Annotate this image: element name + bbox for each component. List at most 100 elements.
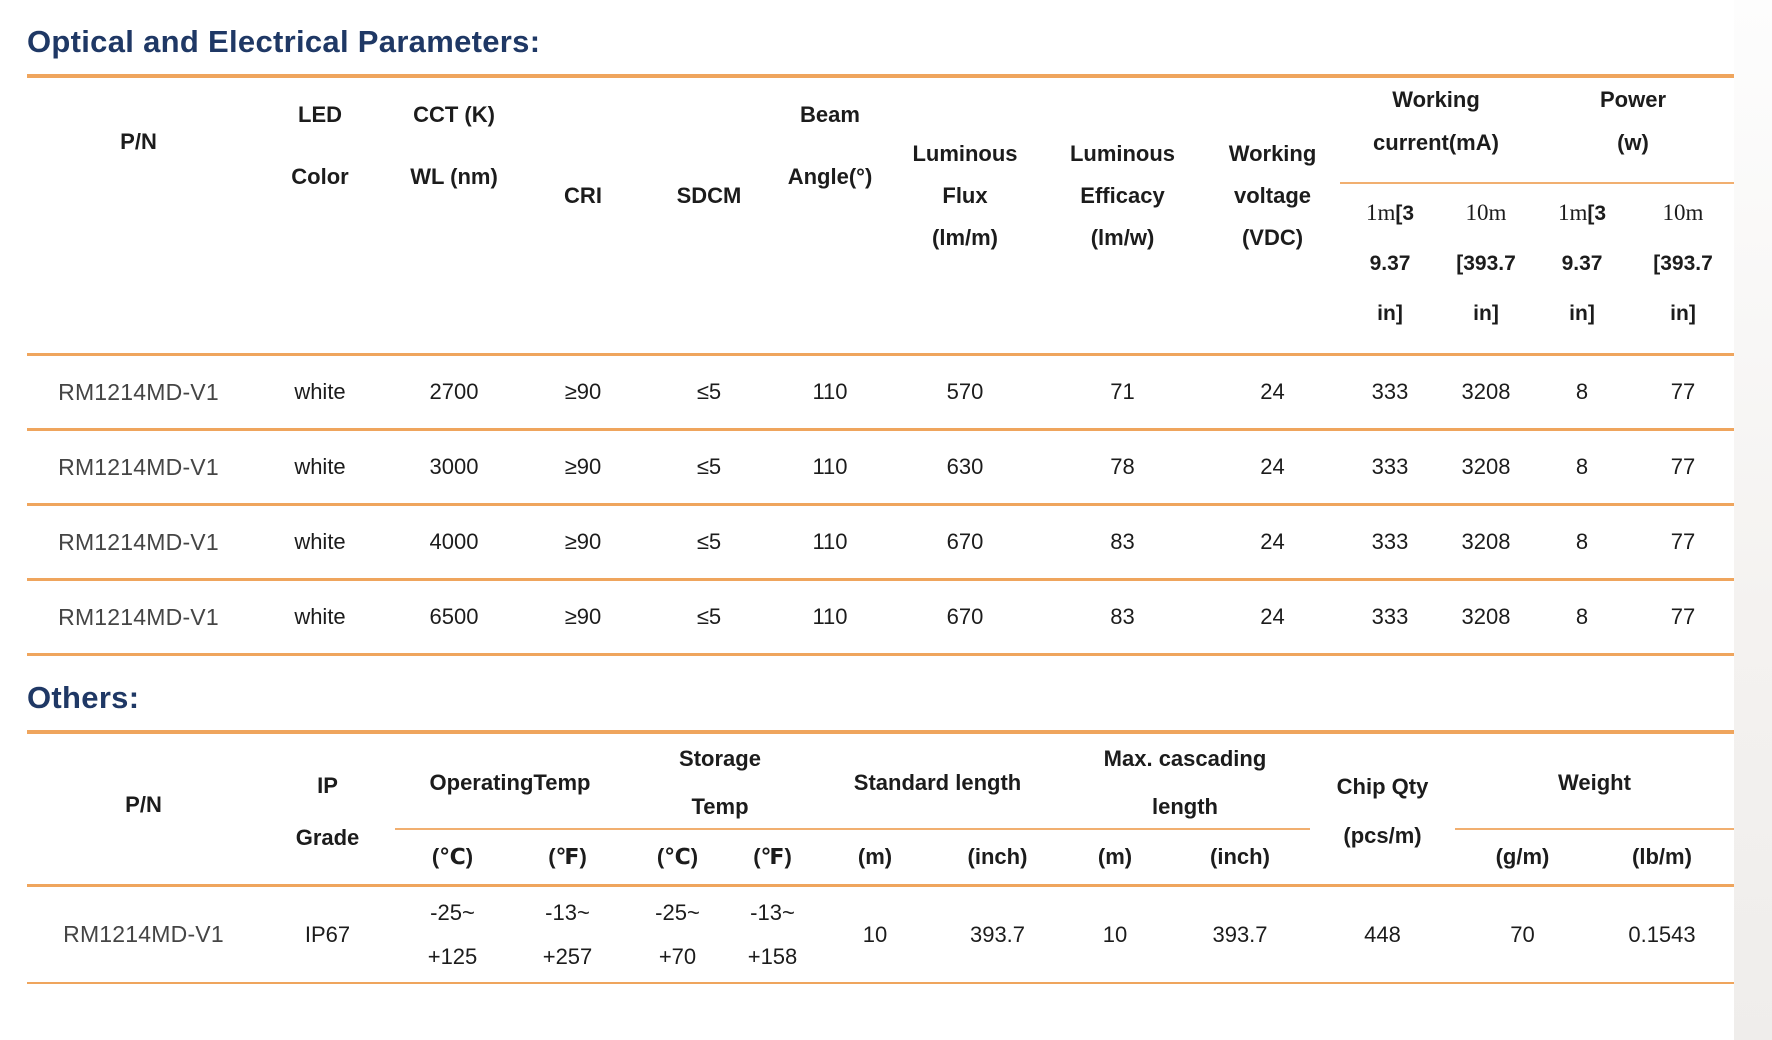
column-header-power-10m: 10m [393.7 in] [1653,200,1713,325]
subheader-standard-inch: (inch) [967,844,1028,869]
cell-current-1m: 333 [1371,604,1409,629]
cell-max-m: 10 [1102,921,1128,947]
cell-operating-fahrenheit: -13~ +257 [542,899,593,969]
subheader-operating-fahrenheit: (℉) [548,844,587,869]
cell-pn: RM1214MD-V1 [58,378,219,405]
cell-working-voltage: 24 [1260,454,1285,479]
subheader-weight-g: (g/m) [1495,844,1550,869]
cell-power-1m: 8 [1575,604,1589,629]
page-right-edge [1734,0,1772,1040]
cell-luminous-flux: 670 [946,604,984,629]
cell-beam-angle: 110 [812,529,848,554]
column-header-pn: P/N [125,792,162,817]
cell-pn: RM1214MD-V1 [58,453,219,480]
column-header-current-10m: 10m [393.7 in] [1456,200,1516,325]
cell-chip-qty: 448 [1364,921,1401,947]
column-header-cct-wl: CCT (K) WL (nm) [410,102,498,189]
cell-led-color: white [294,529,346,554]
cell-standard-m: 10 [862,921,888,947]
column-group-operating-temp: OperatingTemp [395,734,625,830]
cell-weight-g: 70 [1510,921,1535,947]
cell-beam-angle: 110 [812,604,848,629]
cell-power-1m: 8 [1575,529,1589,554]
cell-power-10m: 77 [1670,529,1696,554]
cell-weight-lb: 0.1543 [1628,921,1696,947]
subheader-storage-celsius: (℃) [656,844,699,869]
cell-working-voltage: 24 [1260,379,1285,404]
cell-storage-fahrenheit: -13~ +158 [747,899,798,969]
others-table-header: P/N IP Grade OperatingTemp Storage Temp … [27,734,1734,887]
cell-cct: 3000 [429,454,479,479]
cell-current-10m: 3208 [1461,454,1511,479]
table-row: RM1214MD-V1 white 6500 ≥90 ≤5 110 670 83… [27,581,1734,656]
cell-current-1m: 333 [1371,379,1409,404]
subheader-max-m: (m) [1097,844,1133,869]
column-header-current-1m: 1m[3 9.37 in] [1365,200,1415,325]
cell-led-color: white [294,604,346,629]
table-row: RM1214MD-V1 white 4000 ≥90 ≤5 110 670 83… [27,506,1734,581]
cell-cri: ≥90 [564,454,602,479]
working-current-group-title: Working current(mA) [1340,78,1532,184]
column-group-working-current: Working current(mA) 1m[3 9.37 in] 10m [3… [1340,78,1532,353]
cell-operating-celsius: -25~ +125 [427,899,478,969]
cell-cct: 2700 [429,379,479,404]
column-group-power: Power (w) 1m[3 9.37 in] 10m [393.7 in] [1532,78,1734,353]
cell-cri: ≥90 [564,604,602,629]
optical-electrical-table: P/N LED Color CCT (K) WL (nm) CRI SDCM B… [27,74,1734,656]
column-group-weight: Weight [1455,734,1734,830]
cell-luminous-efficacy: 83 [1110,604,1135,629]
column-header-pn: P/N [120,129,157,154]
cell-power-10m: 77 [1670,379,1696,404]
subheader-max-inch: (inch) [1210,844,1270,869]
cell-led-color: white [294,454,346,479]
cell-max-inch: 393.7 [1212,921,1268,947]
cell-cri: ≥90 [564,529,602,554]
column-group-storage-temp: Storage Temp [625,734,815,830]
cell-luminous-efficacy: 78 [1110,454,1135,479]
cell-luminous-flux: 570 [946,379,984,404]
column-header-power-1m: 1m[3 9.37 in] [1557,200,1607,325]
cell-power-1m: 8 [1575,454,1589,479]
column-header-led-color: LED Color [291,102,349,189]
cell-sdcm: ≤5 [696,604,722,629]
column-header-sdcm: SDCM [676,183,742,208]
cell-current-10m: 3208 [1461,379,1511,404]
cell-luminous-flux: 670 [946,529,984,554]
cell-current-1m: 333 [1371,454,1409,479]
column-header-luminous-flux: Luminous Flux (lm/m) [912,141,1018,250]
optical-table-header-row: P/N LED Color CCT (K) WL (nm) CRI SDCM B… [27,78,1734,356]
cell-sdcm: ≤5 [696,529,722,554]
cell-current-1m: 333 [1371,529,1409,554]
cell-power-10m: 77 [1670,454,1696,479]
cell-power-10m: 77 [1670,604,1696,629]
cell-ip-grade: IP67 [304,921,351,947]
cell-sdcm: ≤5 [696,379,722,404]
cell-standard-inch: 393.7 [969,921,1026,947]
subheader-weight-lb: (lb/m) [1632,844,1692,869]
cell-current-10m: 3208 [1461,529,1511,554]
cell-storage-celsius: -25~ +70 [655,899,700,969]
column-group-standard-length: Standard length [815,734,1060,830]
cell-current-10m: 3208 [1461,604,1511,629]
subheader-storage-fahrenheit: (℉) [753,844,792,869]
cell-pn: RM1214MD-V1 [58,528,219,555]
subheader-operating-celsius: (℃) [431,844,474,869]
cell-luminous-efficacy: 83 [1110,529,1135,554]
cell-led-color: white [294,379,346,404]
column-header-luminous-efficacy: Luminous Efficacy (lm/w) [1069,141,1176,250]
cell-cri: ≥90 [564,379,602,404]
cell-beam-angle: 110 [812,379,848,404]
section-title-others: Others: [27,680,140,715]
table-row: RM1214MD-V1 white 3000 ≥90 ≤5 110 630 78… [27,431,1734,506]
cell-cct: 6500 [429,604,479,629]
cell-pn: RM1214MD-V1 [63,921,224,947]
column-header-ip-grade: IP Grade [295,773,360,850]
cell-luminous-efficacy: 71 [1110,379,1135,404]
cell-luminous-flux: 630 [946,454,984,479]
column-header-cri: CRI [564,183,602,208]
cell-pn: RM1214MD-V1 [58,603,219,630]
cell-working-voltage: 24 [1260,604,1285,629]
table-row: RM1214MD-V1 white 2700 ≥90 ≤5 110 570 71… [27,356,1734,431]
datasheet-page: Optical and Electrical Parameters: P/N L… [27,0,1734,984]
section-title-optical-electrical: Optical and Electrical Parameters: [27,24,541,59]
